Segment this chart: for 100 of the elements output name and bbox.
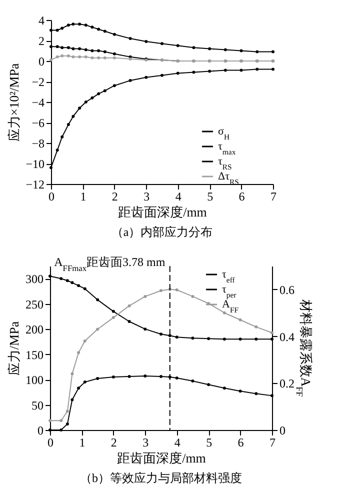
point [270,331,274,334]
point [144,76,148,79]
y-tick-label: 300 [26,272,44,286]
point [60,428,63,432]
point [60,277,63,280]
point [128,304,131,308]
y-tick-label: 0 [38,424,44,438]
point [60,419,63,422]
point [270,394,274,398]
point [191,336,194,340]
x-tick-label: 5 [207,190,214,204]
point [48,419,52,422]
point [50,166,52,170]
point [72,22,75,26]
point [272,68,274,71]
point [66,123,70,126]
x-tick-label: 6 [238,436,244,450]
point [56,28,59,32]
x-axis-title: 距齿面深度/mm [117,450,206,466]
x-tick-label: 2 [110,436,117,450]
point [103,56,106,60]
y-tick-label: 250 [26,297,44,312]
y-tick-label: −12 [26,178,44,192]
y2-tick-label: 0.2 [280,376,294,391]
point [191,294,194,298]
point [56,148,59,152]
point [175,336,178,339]
point [70,398,74,402]
point [78,47,82,50]
point [72,55,75,58]
line-series [50,22,274,54]
point [96,377,100,380]
y-tick-label: 200 [26,322,44,337]
legend-label: A$_{FF}$ [222,298,239,314]
point [83,380,86,384]
text: （b）等效应力与局部材料强度 [80,471,242,485]
point [84,48,88,52]
point [112,56,116,60]
point [222,386,226,390]
point [103,30,106,33]
x-tick-label: 4 [175,190,182,204]
x-tick-label: 3 [144,190,150,204]
point [66,24,70,27]
point [72,47,75,50]
ref-line-label: A$_{FFmax}$距齿面3.78 mm [54,255,166,272]
point [175,288,178,292]
point [176,44,180,48]
point [128,36,132,40]
point [207,383,210,386]
point [128,375,131,378]
point [84,55,88,58]
point [160,42,164,46]
y-tick-label: −8 [32,136,44,150]
point [238,390,242,393]
point [192,46,196,50]
y-axis-title: 应力/MPa [6,321,22,376]
y2-tick-label: 0 [280,424,286,438]
point [90,49,94,52]
point [50,45,52,48]
point [256,68,259,71]
point [112,84,116,88]
point [112,32,116,36]
point [144,374,147,378]
point [48,274,52,278]
point [83,287,86,290]
x-axis-title: 距齿面深度/mm [118,204,207,220]
point [270,338,274,341]
point [97,28,100,31]
point [77,386,80,390]
x-tick-label: 0 [48,190,54,204]
legend-label: σ$_{H}$ [218,126,230,141]
point [83,339,86,342]
point [56,45,59,48]
point [60,26,64,30]
point [84,100,88,104]
x-tick-label: 6 [238,190,245,204]
point [97,92,100,96]
point [66,54,70,58]
point [256,50,259,54]
x-tick-label: 5 [206,436,212,450]
point [128,320,131,324]
point [144,328,147,331]
line-series [48,288,274,422]
point [128,78,132,82]
point [160,74,164,77]
point [144,294,147,298]
point [224,48,227,52]
y-tick-label: 100 [26,373,44,388]
point [254,338,258,341]
y2-tick-label: 0.6 [280,282,294,297]
point [97,49,100,52]
point [238,318,242,322]
y-tick-label: 150 [26,348,44,362]
x-tick-label: 1 [80,190,86,204]
y-tick-label: −10 [26,157,44,171]
legend-label: τ$_{eff}$ [222,268,236,284]
point [60,135,64,138]
point [112,310,115,313]
point [238,338,242,341]
point [50,58,52,62]
